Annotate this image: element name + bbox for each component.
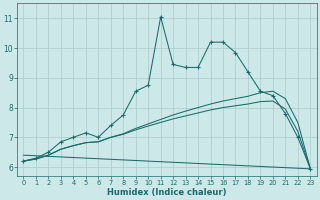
X-axis label: Humidex (Indice chaleur): Humidex (Indice chaleur) bbox=[107, 188, 227, 197]
